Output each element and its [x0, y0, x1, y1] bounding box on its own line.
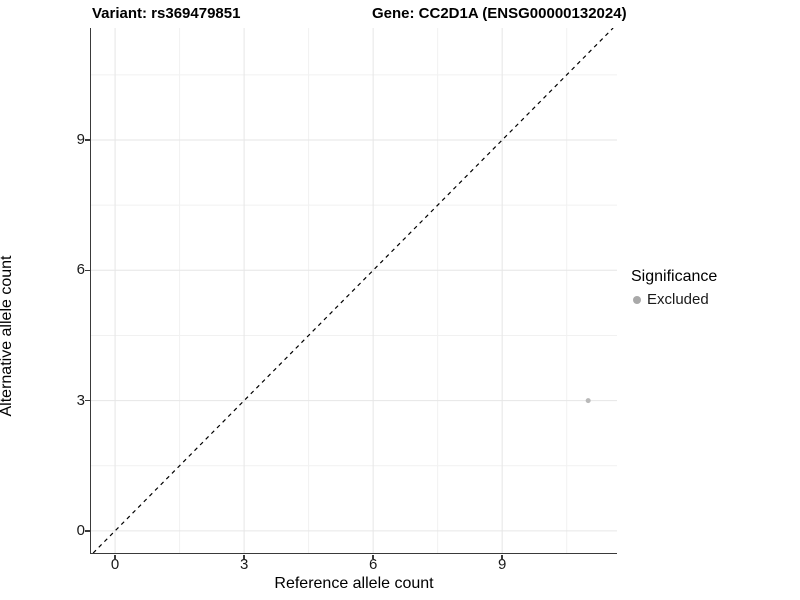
x-tick-mark: [114, 554, 116, 559]
x-tick-label: 9: [497, 556, 507, 573]
data-point[interactable]: [585, 398, 591, 404]
plot-title-variant: Variant: rs369479851: [92, 5, 241, 22]
legend-item-excluded: Excluded: [631, 291, 717, 308]
y-tick-label: 6: [76, 261, 85, 279]
x-tick-mark: [372, 554, 374, 559]
y-tick-label: 3: [76, 391, 85, 409]
y-tick-mark: [85, 139, 90, 141]
x-tick-label: 0: [110, 556, 120, 573]
x-axis-title: Reference allele count: [274, 575, 434, 592]
identity-dashed-line: [92, 28, 614, 553]
legend-point-icon: [633, 295, 641, 304]
y-tick-mark: [85, 269, 90, 272]
x-tick-label: 3: [239, 556, 249, 573]
legend: Significance Excluded: [631, 268, 717, 308]
x-tick-label: 6: [368, 556, 378, 573]
plot-canvas: [90, 28, 617, 553]
x-tick-mark: [243, 554, 245, 559]
y-axis-title: Alternative allele count: [0, 255, 15, 417]
legend-item-label: Excluded: [647, 291, 709, 308]
y-tick-mark: [85, 399, 90, 402]
y-tick-label: 9: [76, 131, 85, 149]
plot-panel: [89, 28, 617, 554]
plot-title-gene: Gene: CC2D1A (ENSG00000132024): [372, 5, 627, 22]
y-tick-mark: [85, 530, 90, 532]
x-tick-mark: [501, 554, 503, 559]
legend-title: Significance: [631, 268, 718, 285]
y-tick-label: 0: [76, 521, 85, 539]
